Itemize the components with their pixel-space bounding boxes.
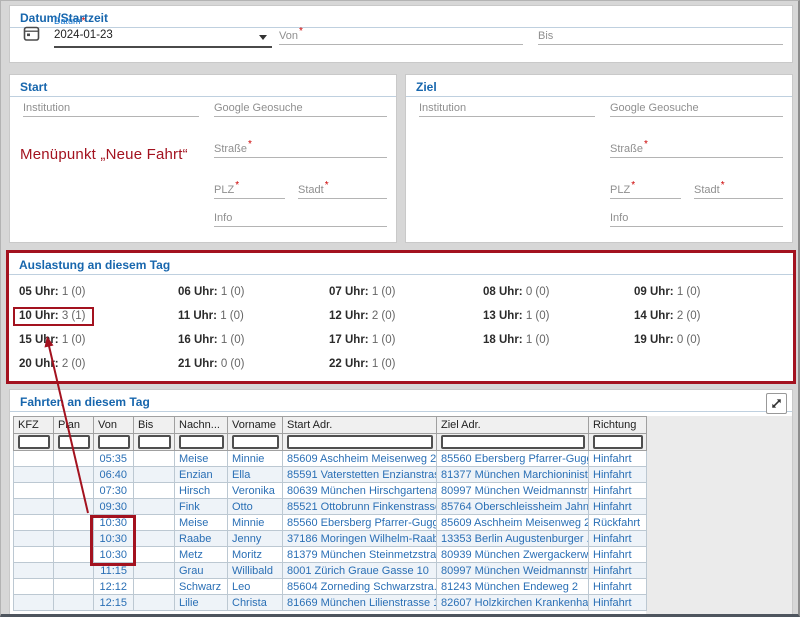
ziel-institution-input[interactable]: Institution	[419, 98, 595, 117]
auslastung-entry: 13 Uhr: 1 (0)	[483, 310, 550, 322]
table-row[interactable]: 09:30 Fink Otto 85521 Ottobrunn Finkenstr…	[13, 498, 647, 515]
ziel-info-input[interactable]: Info	[610, 208, 783, 227]
col-header-plan[interactable]: Plan	[53, 416, 94, 434]
bis-time-input[interactable]: Bis	[538, 26, 783, 45]
table-row[interactable]: 10:30 Metz Moritz 81379 München Steinmetz…	[13, 546, 647, 563]
panel-datum-startzeit: Datum/Startzeit Datum* 2024-01-23 Von* B…	[9, 5, 793, 63]
caret-down-icon	[259, 35, 267, 40]
auslastung-entry: 17 Uhr: 1 (0)	[329, 334, 396, 346]
col-header-vorname[interactable]: Vorname	[227, 416, 283, 434]
date-picker-value: 2024-01-23	[54, 29, 113, 41]
table-row[interactable]: 12:15 Lilie Christa 81669 München Liliens…	[13, 594, 647, 611]
filter-input-kfz[interactable]	[17, 435, 50, 449]
col-header-ziel-adr[interactable]: Ziel Adr.	[436, 416, 589, 434]
date-picker[interactable]: Datum* 2024-01-23	[54, 15, 272, 48]
panel-auslastung: Auslastung an diesem Tag 05 Uhr: 1 (0) 0…	[6, 250, 796, 384]
fahrten-panel-title: Fahrten an diesem Tag	[10, 390, 792, 412]
expand-button[interactable]	[766, 393, 787, 414]
panel-start: Start Institution Google Geosuche Straße…	[9, 74, 397, 243]
start-panel-title: Start	[10, 75, 396, 97]
filter-input-vorname[interactable]	[231, 435, 279, 449]
table-row[interactable]: 07:30 Hirsch Veronika 80639 München Hirsc…	[13, 482, 647, 499]
diagonal-arrow-icon	[772, 399, 781, 408]
auslastung-entry: 19 Uhr: 0 (0)	[634, 334, 701, 346]
auslastung-entry: 22 Uhr: 1 (0)	[329, 358, 396, 370]
von-time-input[interactable]: Von*	[279, 26, 523, 45]
annotation-text: Menüpunkt „Neue Fahrt“	[20, 146, 188, 163]
annotation-red-box-hour: 10 Uhr: 3 (1)	[13, 306, 95, 326]
auslastung-grid: 05 Uhr: 1 (0) 06 Uhr: 1 (0) 07 Uhr: 1 (0…	[9, 280, 793, 376]
ziel-strasse-input[interactable]: Straße*	[610, 139, 783, 158]
auslastung-entry: 21 Uhr: 0 (0)	[178, 358, 245, 370]
auslastung-panel-title: Auslastung an diesem Tag	[9, 253, 793, 275]
auslastung-entry: 07 Uhr: 1 (0)	[329, 286, 396, 298]
col-header-kfz[interactable]: KFZ	[13, 416, 54, 434]
filter-input-plan[interactable]	[57, 435, 90, 449]
auslastung-entry: 11 Uhr: 1 (0)	[178, 310, 244, 322]
table-row[interactable]: 05:35 Meise Minnie 85609 Aschheim Meisenw…	[13, 450, 647, 467]
auslastung-entry: 12 Uhr: 2 (0)	[329, 310, 396, 322]
auslastung-entry: 08 Uhr: 0 (0)	[483, 286, 550, 298]
ziel-geosuche-input[interactable]: Google Geosuche	[610, 98, 783, 117]
auslastung-entry: 15 Uhr: 1 (0)	[19, 334, 86, 346]
auslastung-entry-highlighted: 10 Uhr: 3 (1)	[13, 306, 178, 326]
auslastung-entry: 09 Uhr: 1 (0)	[634, 286, 701, 298]
panel-ziel: Ziel Institution Google Geosuche Straße*…	[405, 74, 793, 243]
table-row[interactable]: 11:15 Grau Willibald 8001 Zürich Graue Ga…	[13, 562, 647, 579]
table-row[interactable]: 10:30 Raabe Jenny 37186 Moringen Wilhelm-…	[13, 530, 647, 547]
filter-input-von[interactable]	[97, 435, 130, 449]
datum-panel-title: Datum/Startzeit	[10, 6, 792, 28]
col-header-start-adr[interactable]: Start Adr.	[282, 416, 437, 434]
start-geosuche-input[interactable]: Google Geosuche	[214, 98, 387, 117]
auslastung-entry: 18 Uhr: 1 (0)	[483, 334, 550, 346]
filter-input-ziel-adr[interactable]	[440, 435, 585, 449]
ziel-plz-input[interactable]: PLZ*	[610, 180, 681, 199]
start-stadt-input[interactable]: Stadt*	[298, 180, 387, 199]
start-institution-input[interactable]: Institution	[23, 98, 199, 117]
auslastung-entry: 05 Uhr: 1 (0)	[19, 286, 86, 298]
fahrten-table: KFZ Plan Von Bis Nachn... Vorname Start …	[13, 416, 647, 611]
filter-input-start-adr[interactable]	[286, 435, 433, 449]
table-empty-area	[646, 416, 792, 614]
filter-input-richtung[interactable]	[592, 435, 643, 449]
panel-fahrten: Fahrten an diesem Tag KFZ Plan Von Bis N…	[9, 389, 793, 614]
table-header-row: KFZ Plan Von Bis Nachn... Vorname Start …	[13, 416, 647, 434]
table-row[interactable]: 10:30 Meise Minnie 85560 Ebersberg Pfarre…	[13, 514, 647, 531]
ziel-stadt-input[interactable]: Stadt*	[694, 180, 783, 199]
start-strasse-input[interactable]: Straße*	[214, 139, 387, 158]
calendar-icon[interactable]	[23, 25, 40, 42]
table-row[interactable]: 12:12 Schwarz Leo 85604 Zorneding Schwarz…	[13, 578, 647, 595]
col-header-richtung[interactable]: Richtung	[588, 416, 647, 434]
table-filter-row	[13, 433, 647, 451]
auslastung-entry: 06 Uhr: 1 (0)	[178, 286, 245, 298]
filter-input-nachname[interactable]	[178, 435, 224, 449]
start-info-input[interactable]: Info	[214, 208, 387, 227]
filter-input-bis[interactable]	[137, 435, 171, 449]
col-header-von[interactable]: Von	[93, 416, 134, 434]
date-picker-label: Datum*	[54, 16, 86, 27]
start-plz-input[interactable]: PLZ*	[214, 180, 285, 199]
auslastung-entry: 20 Uhr: 2 (0)	[19, 358, 86, 370]
table-row[interactable]: 06:40 Enzian Ella 85591 Vaterstetten Enzi…	[13, 466, 647, 483]
col-header-bis[interactable]: Bis	[133, 416, 175, 434]
auslastung-entry: 16 Uhr: 1 (0)	[178, 334, 245, 346]
auslastung-entry: 14 Uhr: 2 (0)	[634, 310, 701, 322]
ziel-panel-title: Ziel	[406, 75, 792, 97]
col-header-nachname[interactable]: Nachn...	[174, 416, 228, 434]
